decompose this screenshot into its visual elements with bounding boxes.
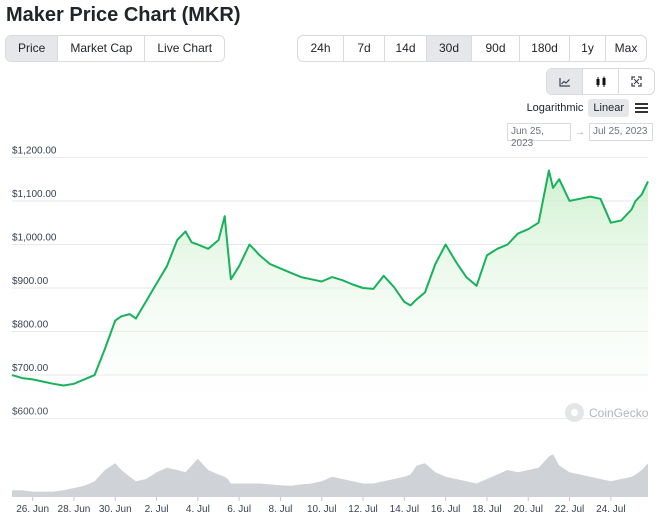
- fullscreen-button[interactable]: [619, 69, 654, 94]
- x-tick-label: 8. Jul: [268, 504, 292, 515]
- x-tick-label: 18. Jul: [472, 504, 501, 515]
- tab-live-chart[interactable]: Live Chart: [157, 41, 213, 55]
- y-tick-label: $1,200.00: [12, 145, 57, 156]
- x-tick-label: 6. Jul: [227, 504, 251, 515]
- y-tick-label: $1,000.00: [12, 232, 57, 243]
- date-from-input[interactable]: Jun 25, 2023: [507, 123, 571, 149]
- x-tick-label: 4. Jul: [186, 504, 210, 515]
- page-title: Maker Price Chart (MKR): [6, 4, 241, 26]
- date-range: Jun 25, 2023 → Jul 25, 2023: [507, 123, 653, 149]
- coingecko-logo-icon: [565, 403, 584, 422]
- y-tick-label: $900.00: [12, 276, 49, 287]
- price-line: [11, 169, 649, 387]
- scale-toggle: Logarithmic Linear: [522, 99, 648, 117]
- date-range-arrow-icon: →: [575, 126, 585, 138]
- x-tick-label: 20. Jul: [513, 504, 542, 515]
- x-tick-label: 16. Jul: [431, 504, 460, 515]
- range-14d-button[interactable]: 14d: [385, 36, 427, 61]
- x-tick-label: 30. Jun: [99, 504, 132, 515]
- line-chart-button[interactable]: [547, 69, 583, 94]
- x-tick-label: 10. Jul: [307, 504, 336, 515]
- metric-tabs: Price Market Cap Live Chart: [5, 35, 226, 62]
- chart-view-buttons: [546, 68, 655, 95]
- range-7d-button[interactable]: 7d: [344, 36, 385, 61]
- range-30d-button[interactable]: 30d: [427, 36, 472, 61]
- menu-icon[interactable]: [635, 101, 648, 115]
- x-tick-label: 22. Jul: [555, 504, 584, 515]
- coingecko-watermark: CoinGecko: [565, 403, 648, 422]
- x-tick-label: 24. Jul: [596, 504, 625, 515]
- fullscreen-icon: [631, 76, 642, 87]
- range-tabs: 24h 7d 14d 30d 90d 180d 1y Max: [297, 35, 647, 62]
- date-to-input[interactable]: Jul 25, 2023: [589, 123, 653, 141]
- range-180d-button[interactable]: 180d: [520, 36, 570, 61]
- x-tick-label: 12. Jul: [348, 504, 377, 515]
- volume-area: [12, 454, 648, 497]
- y-tick-label: $700.00: [12, 363, 49, 374]
- tab-price[interactable]: Price: [6, 36, 59, 61]
- tab-market-cap[interactable]: Market Cap: [58, 36, 146, 61]
- x-tick-label: 26. Jun: [16, 504, 49, 515]
- x-tick-label: 14. Jul: [390, 504, 419, 515]
- price-area: [12, 170, 648, 436]
- candlestick-button[interactable]: [583, 69, 619, 94]
- range-max-button[interactable]: Max: [614, 41, 638, 55]
- line-chart-icon: [558, 77, 570, 87]
- logarithmic-option[interactable]: Logarithmic: [526, 102, 584, 114]
- watermark-label: CoinGecko: [589, 405, 649, 420]
- range-1y-button[interactable]: 1y: [570, 36, 606, 61]
- y-tick-label: $800.00: [12, 320, 49, 331]
- range-24h-button[interactable]: 24h: [298, 36, 344, 61]
- linear-option[interactable]: Linear: [588, 99, 629, 117]
- y-tick-label: $1,100.00: [12, 189, 57, 200]
- range-90d-button[interactable]: 90d: [472, 36, 520, 61]
- x-tick-label: 28. Jun: [58, 504, 91, 515]
- x-tick-label: 2. Jul: [145, 504, 169, 515]
- candlestick-icon: [596, 76, 605, 87]
